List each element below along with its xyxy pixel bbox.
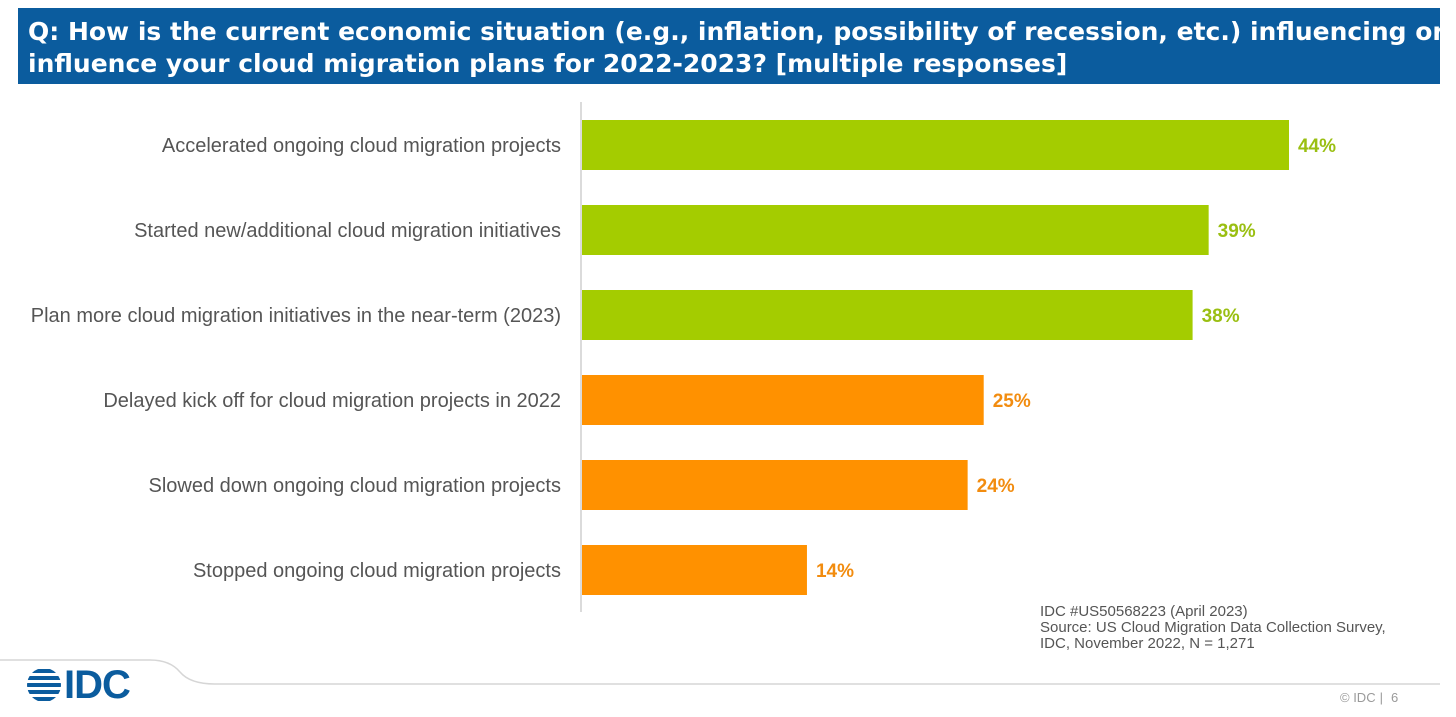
globe-stripes-icon xyxy=(27,669,61,701)
category-label: Delayed kick off for cloud migration pro… xyxy=(103,390,561,412)
data-label: 38% xyxy=(1202,306,1240,327)
source-line-1: IDC #US50568223 (April 2023) xyxy=(1040,603,1248,620)
question-line-2: influence your cloud migration plans for… xyxy=(28,49,1068,78)
data-label: 25% xyxy=(993,391,1031,412)
footer: © IDC | 6 xyxy=(1340,690,1398,705)
question-banner: Q: How is the current economic situation… xyxy=(18,8,1456,84)
data-label: 44% xyxy=(1298,136,1336,157)
data-label: 24% xyxy=(977,476,1015,497)
bar xyxy=(582,545,807,595)
data-label: 39% xyxy=(1218,221,1256,242)
source-line-3: IDC, November 2022, N = 1,271 xyxy=(1040,635,1255,652)
category-label: Accelerated ongoing cloud migration proj… xyxy=(162,135,561,157)
data-label: 14% xyxy=(816,561,854,582)
category-label: Stopped ongoing cloud migration projects xyxy=(193,560,561,582)
logo-text: IDC xyxy=(64,663,131,707)
source-note: IDC #US50568223 (April 2023) Source: US … xyxy=(1040,604,1386,652)
bar xyxy=(582,290,1193,340)
category-label: Plan more cloud migration initiatives in… xyxy=(31,305,561,327)
category-label: Slowed down ongoing cloud migration proj… xyxy=(149,475,561,497)
footer-divider xyxy=(0,659,1440,685)
category-label: Started new/additional cloud migration i… xyxy=(134,220,561,242)
page-number: 6 xyxy=(1390,690,1399,705)
bar xyxy=(582,375,984,425)
idc-logo: IDC xyxy=(26,663,131,707)
question-line-1: Q: How is the current economic situation… xyxy=(28,17,1456,46)
source-line-2: Source: US Cloud Migration Data Collecti… xyxy=(1040,619,1386,636)
bar xyxy=(582,205,1209,255)
footer-separator: | xyxy=(1379,690,1383,705)
bar xyxy=(582,460,968,510)
copyright: © IDC xyxy=(1340,690,1376,705)
bar xyxy=(582,120,1289,170)
